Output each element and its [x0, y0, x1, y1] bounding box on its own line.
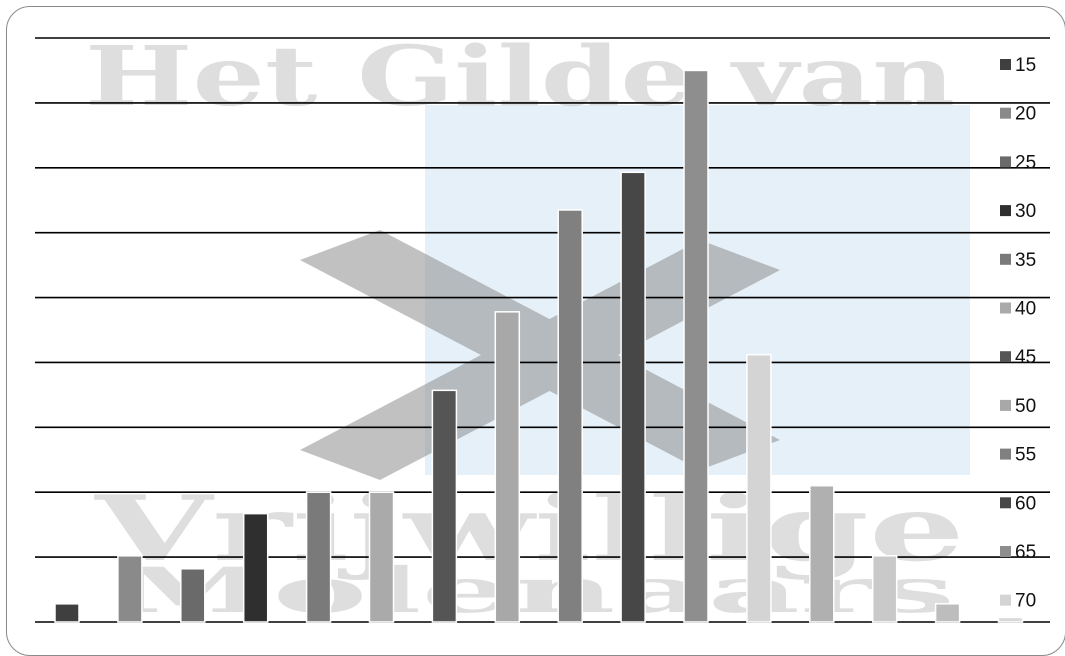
- legend-swatch: [1000, 399, 1011, 411]
- bar-35: [305, 491, 332, 623]
- bar-45: [431, 389, 458, 623]
- legend-item: 15: [1000, 55, 1036, 76]
- bar-70: [746, 353, 772, 623]
- bar-65: [683, 69, 709, 623]
- legend-label: 15: [1015, 55, 1036, 76]
- legend-label: 20: [1015, 104, 1036, 125]
- bar-15: [54, 603, 80, 623]
- bar-55: [557, 209, 583, 623]
- legend-item: 25: [1000, 152, 1036, 173]
- legend-label: 25: [1015, 152, 1036, 173]
- legend-item: 20: [1000, 104, 1036, 125]
- legend-swatch: [1000, 205, 1011, 217]
- legend-swatch: [1000, 107, 1011, 119]
- legend: 15 20 25 30 35 40 45 50 55 60 65 70: [1000, 55, 1036, 612]
- watermark-line-1: Het Gilde van: [85, 29, 955, 125]
- legend-swatch: [1000, 253, 1011, 265]
- legend-swatch: [1000, 59, 1011, 70]
- bar-50: [494, 311, 521, 623]
- legend-swatch: [1000, 156, 1011, 168]
- legend-label: 45: [1015, 347, 1036, 368]
- legend-label: 55: [1015, 445, 1036, 466]
- legend-item: 60: [1000, 493, 1036, 514]
- bar-30: [242, 512, 269, 623]
- bar-extra-13: [871, 555, 898, 623]
- legend-item: 45: [1000, 347, 1036, 368]
- legend-label: 65: [1015, 542, 1036, 563]
- legend-swatch: [1000, 448, 1011, 460]
- legend-swatch: [1000, 302, 1011, 314]
- bar-25: [180, 568, 206, 623]
- bar-extra-14: [934, 603, 961, 623]
- legend-item: 55: [1000, 445, 1036, 466]
- bar-extra-15: [997, 616, 1024, 623]
- legend-item: 70: [1000, 591, 1036, 612]
- legend-swatch: [1000, 594, 1011, 606]
- legend-label: 35: [1015, 250, 1036, 271]
- legend-label: 70: [1015, 591, 1036, 612]
- bars: [54, 69, 1024, 623]
- bar-extra-12: [809, 484, 835, 623]
- legend-item: 65: [1000, 542, 1036, 563]
- bar-40: [368, 491, 395, 623]
- legend-label: 60: [1015, 493, 1036, 514]
- legend-label: 40: [1015, 299, 1036, 320]
- legend-item: 35: [1000, 250, 1036, 271]
- bar-60: [620, 171, 646, 623]
- legend-item: 30: [1000, 201, 1036, 222]
- bar-20: [117, 555, 143, 623]
- legend-swatch: [1000, 546, 1011, 557]
- legend-label: 30: [1015, 201, 1036, 222]
- legend-label: 50: [1015, 396, 1036, 417]
- legend-item: 40: [1000, 299, 1036, 320]
- watermark: Het Gilde van Vrijwillige Molenaars: [85, 29, 970, 627]
- legend-item: 50: [1000, 396, 1036, 417]
- legend-swatch: [1000, 497, 1011, 509]
- windmill-logo-watermark: [300, 230, 780, 480]
- legend-swatch: [1000, 351, 1011, 363]
